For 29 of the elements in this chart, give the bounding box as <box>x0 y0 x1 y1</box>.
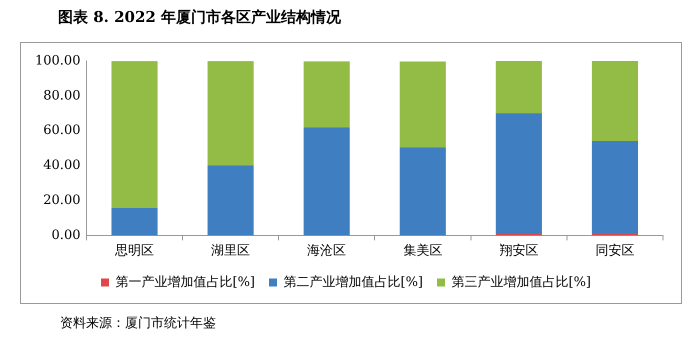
bar <box>592 141 638 233</box>
bar <box>208 165 254 236</box>
chart-title: 图表 8. 2022 年厦门市各区产业结构情况 <box>58 8 342 27</box>
bar <box>304 127 350 236</box>
bar <box>496 61 542 114</box>
bar <box>400 62 446 148</box>
x-tick-label: 集美区 <box>403 242 442 259</box>
legend-label: 第一产业增加值占比[%] <box>116 274 256 290</box>
x-tick-label: 翔安区 <box>499 242 538 259</box>
x-tick-label: 同安区 <box>595 242 634 259</box>
y-tick-label: 80.00 <box>43 88 80 104</box>
y-tick-label: 20.00 <box>43 192 80 208</box>
bar <box>304 61 350 128</box>
x-tick-label: 海沧区 <box>307 244 346 259</box>
bar <box>400 148 446 236</box>
bar <box>496 113 542 234</box>
x-tick-label: 湖里区 <box>211 244 250 259</box>
bar <box>208 61 254 166</box>
y-tick-label: 40.00 <box>43 158 80 174</box>
legend-label: 第二产业增加值占比[%] <box>284 274 423 290</box>
x-tick-label: 思明区 <box>114 244 154 259</box>
bar <box>111 61 158 208</box>
y-tick-label: 100.00 <box>34 53 80 68</box>
y-tick-label: 60.00 <box>43 123 80 138</box>
bar <box>592 61 638 142</box>
legend-label: 第三产业增加值占比[%] <box>452 274 591 290</box>
bar <box>111 208 158 236</box>
y-tick-label: 0.00 <box>52 228 80 243</box>
text: 资料来源：厦门市统计年鉴 <box>60 315 216 332</box>
